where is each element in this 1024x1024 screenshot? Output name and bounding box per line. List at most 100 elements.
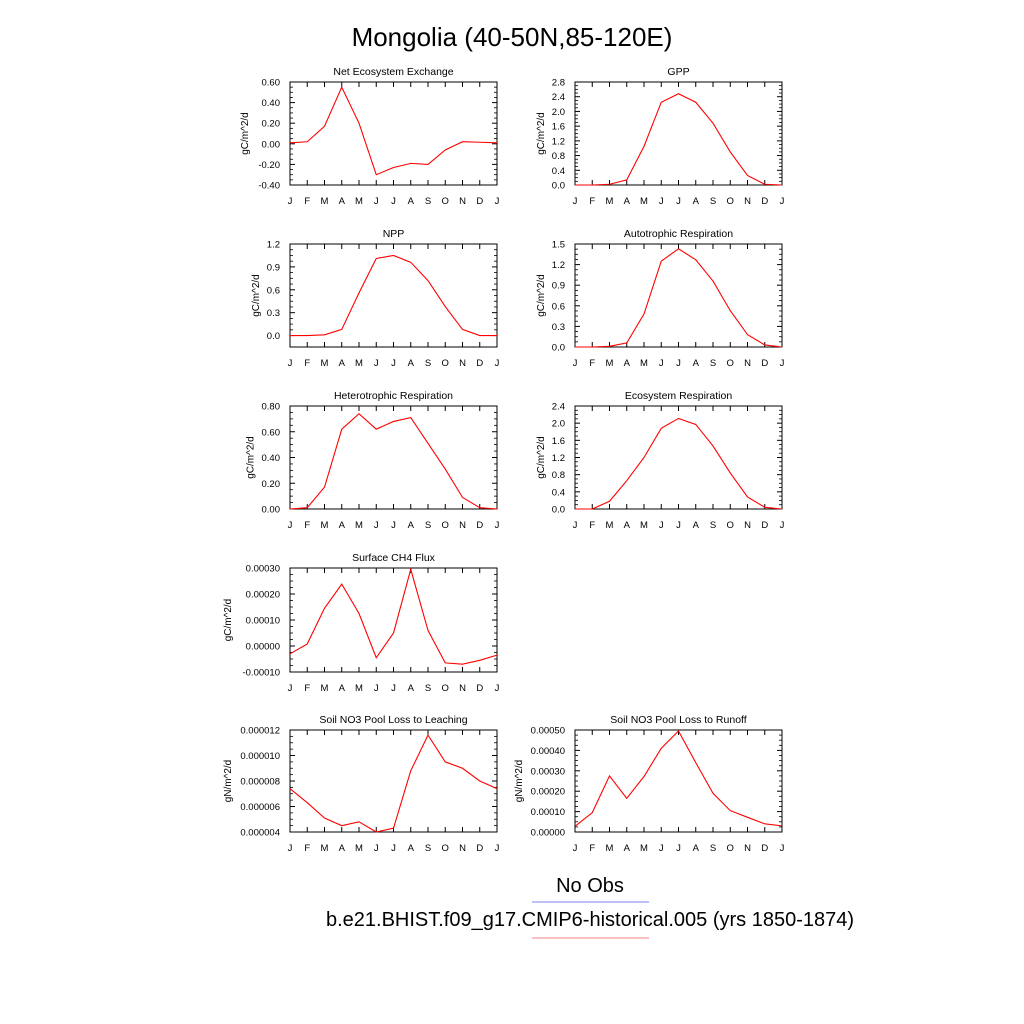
y-tick-label: 0.00 — [262, 505, 281, 516]
panel-title: Autotrophic Respiration — [624, 228, 733, 240]
x-tick-label: J — [374, 843, 379, 854]
plot-frame — [289, 729, 498, 833]
plot-frame — [574, 405, 783, 510]
x-tick-label: S — [710, 358, 716, 369]
y-axis-label: gN/m^2/d — [223, 760, 234, 803]
x-tick-label: J — [676, 358, 681, 369]
y-tick-label: 0.00010 — [531, 807, 565, 818]
x-tick-label: J — [391, 520, 396, 531]
y-tick-label: 0.3 — [267, 308, 280, 319]
y-tick-label: 0.60 — [262, 427, 281, 438]
x-tick-label: A — [339, 683, 346, 694]
y-tick-label: 2.0 — [552, 107, 565, 118]
y-tick-label: -0.00010 — [242, 668, 280, 679]
x-tick-label: M — [321, 358, 329, 369]
x-tick-label: J — [573, 196, 578, 207]
plot-frame — [289, 567, 498, 673]
x-tick-label: J — [288, 843, 293, 854]
x-tick-label: D — [476, 196, 483, 207]
panel-title: GPP — [667, 66, 689, 78]
y-tick-label: 0.000012 — [240, 726, 280, 737]
x-tick-label: O — [442, 683, 449, 694]
x-tick-label: M — [640, 358, 648, 369]
x-tick-label: D — [761, 520, 768, 531]
x-tick-label: D — [476, 520, 483, 531]
x-tick-label: J — [288, 520, 293, 531]
x-tick-label: D — [476, 683, 483, 694]
y-tick-label: 1.2 — [552, 260, 565, 271]
series-line — [289, 412, 498, 510]
x-tick-label: F — [589, 196, 595, 207]
y-axis-label: gC/m^2/d — [536, 274, 547, 317]
x-tick-label: O — [727, 196, 734, 207]
panel-title: Soil NO3 Pool Loss to Leaching — [319, 714, 467, 726]
plot-frame — [289, 243, 498, 348]
y-tick-label: 1.2 — [267, 240, 280, 251]
x-tick-label: D — [761, 843, 768, 854]
x-tick-label: M — [606, 196, 614, 207]
x-tick-label: M — [321, 843, 329, 854]
y-tick-label: 1.6 — [552, 122, 565, 133]
x-tick-label: O — [442, 358, 449, 369]
x-tick-label: M — [355, 358, 363, 369]
x-tick-label: A — [339, 520, 346, 531]
series-line — [290, 254, 497, 337]
x-tick-label: O — [442, 520, 449, 531]
x-tick-label: M — [321, 520, 329, 531]
y-tick-label: 0.8 — [552, 470, 565, 481]
x-tick-label: J — [780, 520, 785, 531]
x-tick-label: J — [659, 196, 664, 207]
x-tick-label: S — [425, 683, 431, 694]
x-tick-label: S — [710, 520, 716, 531]
y-tick-label: 0.9 — [267, 262, 280, 273]
y-tick-label: 0.4 — [552, 487, 565, 498]
x-tick-label: F — [589, 843, 595, 854]
x-tick-label: J — [573, 843, 578, 854]
y-axis-label: gC/m^2/d — [536, 436, 547, 479]
y-axis-label: gC/m^2/d — [536, 112, 547, 155]
plot-frame — [289, 81, 498, 186]
x-tick-label: O — [442, 843, 449, 854]
x-tick-label: A — [624, 520, 631, 531]
y-tick-label: 0.0 — [552, 343, 565, 354]
x-tick-label: A — [408, 196, 415, 207]
x-tick-label: A — [408, 843, 415, 854]
x-tick-label: J — [659, 843, 664, 854]
y-tick-label: -0.20 — [258, 160, 280, 171]
plot-frame — [574, 729, 783, 833]
y-axis-label: gC/m^2/d — [223, 599, 234, 642]
x-tick-label: J — [573, 520, 578, 531]
y-tick-label: -0.40 — [258, 181, 280, 192]
x-tick-label: N — [459, 683, 466, 694]
y-tick-label: 0.20 — [262, 119, 281, 130]
x-tick-label: N — [744, 196, 751, 207]
legend-label-no-obs: No Obs — [556, 875, 624, 897]
y-tick-label: 0.6 — [552, 301, 565, 312]
y-tick-label: 2.4 — [552, 402, 565, 413]
x-tick-label: A — [339, 843, 346, 854]
x-tick-label: D — [476, 358, 483, 369]
x-tick-label: M — [606, 520, 614, 531]
legend: No Obs b.e21.BHIST.f09_g17.CMIP6-histori… — [326, 875, 854, 939]
y-axis-label: gC/m^2/d — [251, 274, 262, 317]
y-tick-label: 2.8 — [552, 78, 565, 89]
x-tick-label: S — [425, 196, 431, 207]
x-tick-label: J — [676, 843, 681, 854]
y-axis-label: gC/m^2/d — [246, 436, 257, 479]
x-tick-label: J — [288, 683, 293, 694]
figure-title: Mongolia (40-50N,85-120E) — [352, 22, 673, 52]
panel-title: Heterotrophic Respiration — [334, 390, 453, 402]
x-tick-label: N — [459, 196, 466, 207]
x-tick-label: F — [304, 520, 310, 531]
y-tick-label: 0.00050 — [531, 726, 565, 737]
x-tick-label: F — [304, 683, 310, 694]
x-tick-label: J — [495, 683, 500, 694]
x-tick-label: A — [693, 358, 700, 369]
x-tick-label: O — [727, 520, 734, 531]
series-line — [575, 248, 783, 348]
